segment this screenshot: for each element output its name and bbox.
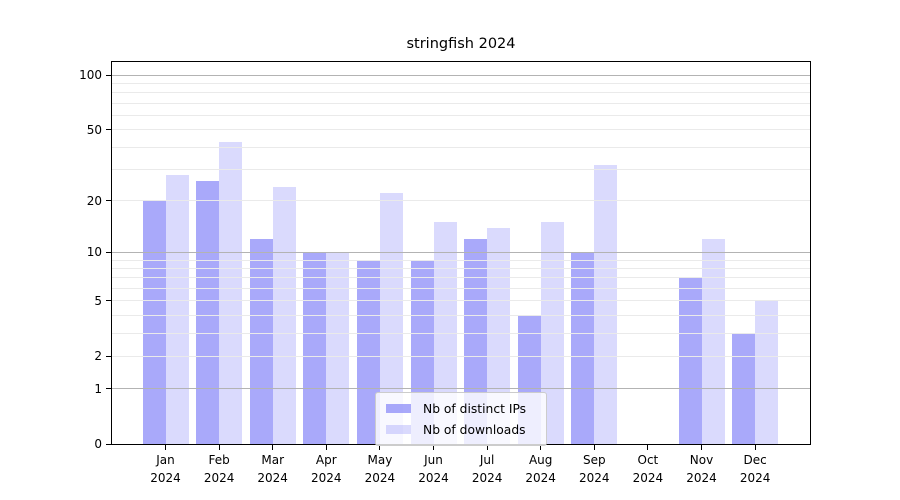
x-tick-mark-feb xyxy=(218,445,220,450)
x-tick-mark-sep xyxy=(593,445,595,450)
gridline-minor-50 xyxy=(112,129,810,131)
x-tick-mark-dec xyxy=(754,445,756,450)
gridline-major-100 xyxy=(112,74,810,76)
gridline-minor-2 xyxy=(112,355,810,357)
y-tick-label-0: 0 xyxy=(94,437,102,451)
y-tick-label-5: 5 xyxy=(94,293,102,308)
legend-swatch-downloads xyxy=(386,425,411,434)
y-tick-mark-0 xyxy=(106,443,111,445)
x-tick-mark-mar xyxy=(272,445,274,450)
gridline-minor-60 xyxy=(112,114,810,116)
x-tick-label-dec: Dec 2024 xyxy=(739,453,771,485)
bar-may-distinct-ips xyxy=(356,260,380,444)
y-tick-mark-50 xyxy=(106,129,111,131)
x-tick-mark-jul xyxy=(486,445,488,450)
x-tick-label-mar: Mar 2024 xyxy=(257,453,288,485)
bar-jan-distinct-ips xyxy=(142,200,166,444)
plot-area: Nb of distinct IPs Nb of downloads xyxy=(111,61,811,446)
x-tick-label-may: May 2024 xyxy=(364,453,396,485)
bar-may-downloads xyxy=(379,193,403,444)
x-tick-mark-jan xyxy=(165,445,166,450)
gridline-minor-4 xyxy=(112,314,810,316)
gridline-minor-70 xyxy=(112,102,810,104)
x-tick-label-oct: Oct 2024 xyxy=(632,453,664,485)
bar-apr-downloads xyxy=(326,252,350,444)
bar-sep-distinct-ips xyxy=(571,252,595,444)
x-tick-mark-apr xyxy=(325,445,327,450)
x-tick-label-jul: Jul 2024 xyxy=(471,453,503,485)
gridline-minor-90 xyxy=(112,83,810,85)
y-tick-label-100: 100 xyxy=(79,68,102,83)
y-tick-label-2: 2 xyxy=(94,349,102,364)
gridline-minor-9 xyxy=(112,259,810,261)
y-tick-label-50: 50 xyxy=(86,122,102,137)
y-tick-mark-5 xyxy=(106,300,111,302)
legend-item-downloads: Nb of downloads xyxy=(386,419,538,440)
x-tick-label-sep: Sep 2024 xyxy=(579,453,610,485)
gridline-major-1 xyxy=(112,388,810,390)
bar-dec-downloads xyxy=(755,300,779,444)
legend-label-downloads: Nb of downloads xyxy=(423,422,526,437)
gridline-minor-8 xyxy=(112,267,810,269)
x-tick-label-apr: Apr 2024 xyxy=(311,453,342,485)
gridline-major-10 xyxy=(112,251,810,253)
gridline-minor-6 xyxy=(112,288,810,289)
gridline-minor-7 xyxy=(112,277,810,279)
x-tick-label-feb: Feb 2024 xyxy=(203,453,235,485)
gridline-minor-40 xyxy=(112,146,810,148)
y-tick-label-20: 20 xyxy=(86,193,102,208)
bar-jan-downloads xyxy=(165,174,189,444)
y-tick-mark-1 xyxy=(106,388,111,390)
bar-nov-distinct-ips xyxy=(678,277,702,444)
y-tick-mark-20 xyxy=(106,200,111,202)
bar-nov-downloads xyxy=(701,239,725,444)
x-tick-mark-oct xyxy=(647,445,649,450)
y-tick-label-1: 1 xyxy=(94,381,102,396)
gridline-minor-20 xyxy=(112,200,810,202)
bar-sep-downloads xyxy=(594,164,618,444)
x-tick-mark-may xyxy=(379,445,381,450)
x-tick-mark-aug xyxy=(540,445,542,450)
gridline-minor-80 xyxy=(112,92,810,94)
x-tick-label-jun: Jun 2024 xyxy=(418,453,449,485)
bar-feb-downloads xyxy=(219,141,243,444)
y-tick-mark-2 xyxy=(106,355,111,357)
x-tick-mark-nov xyxy=(701,445,702,450)
bar-apr-distinct-ips xyxy=(303,252,327,444)
y-tick-mark-100 xyxy=(106,74,111,76)
y-tick-label-10: 10 xyxy=(86,245,102,260)
gridline-minor-5 xyxy=(112,300,810,302)
chart-title: stringfish 2024 xyxy=(406,36,516,52)
gridline-minor-30 xyxy=(112,169,810,171)
bar-feb-distinct-ips xyxy=(196,180,220,444)
y-tick-mark-10 xyxy=(106,251,111,253)
legend-label-distinct-ips: Nb of distinct IPs xyxy=(423,401,527,416)
legend: Nb of distinct IPs Nb of downloads xyxy=(375,392,547,446)
bar-jul-downloads xyxy=(487,227,511,444)
legend-item-distinct-ips: Nb of distinct IPs xyxy=(386,398,538,419)
bar-mar-distinct-ips xyxy=(249,239,273,444)
x-tick-label-nov: Nov 2024 xyxy=(686,453,717,485)
gridline-minor-3 xyxy=(112,332,810,334)
x-tick-label-aug: Aug 2024 xyxy=(525,453,556,485)
x-tick-mark-jun xyxy=(433,445,434,450)
x-tick-label-jan: Jan 2024 xyxy=(150,453,181,485)
legend-swatch-distinct-ips xyxy=(386,404,411,413)
